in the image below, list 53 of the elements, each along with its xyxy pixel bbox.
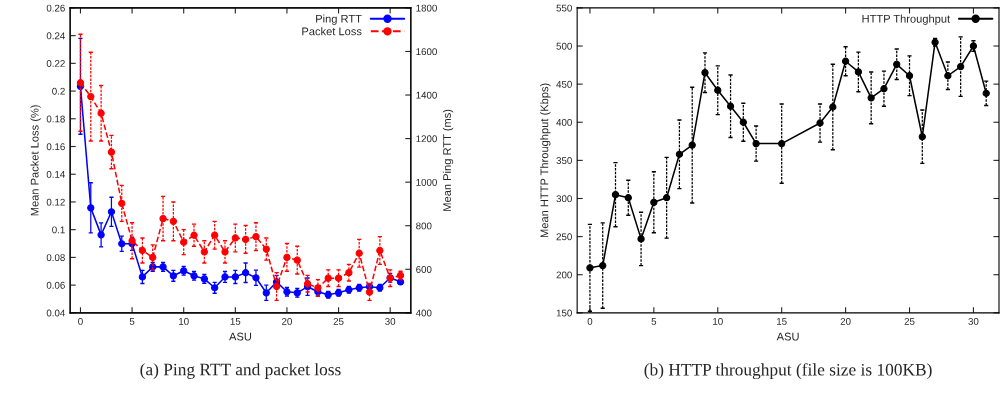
x-tick-label: 5	[651, 318, 657, 325]
y2-tick-label: 1400	[416, 91, 437, 99]
y-axis-title: Mean Packet Loss (%)	[30, 105, 41, 216]
x-tick-label: 10	[713, 317, 723, 325]
y2-tick-label: 1000	[416, 178, 437, 186]
x-tick-label: 0	[78, 317, 83, 325]
x-tick-label: 30	[385, 317, 396, 325]
y-tick-label: 0.08	[46, 254, 65, 262]
y2-axis-title: Mean Ping RTT (ms)	[442, 109, 454, 211]
legend-label: HTTP Throughput	[862, 14, 951, 25]
x-tick-label: 20	[282, 317, 292, 325]
x-tick-label: 25	[904, 317, 915, 325]
y-tick-label: 500	[556, 42, 572, 50]
x-tick-label: 10	[179, 317, 189, 325]
x-tick-label: 25	[333, 317, 344, 325]
y2-tick-label: 1800	[416, 4, 437, 12]
y-tick-label: 550	[556, 4, 572, 12]
y-tick-label: 250	[556, 233, 572, 241]
x-tick-label: 20	[840, 317, 851, 325]
x-axis-title: ASU	[776, 332, 799, 341]
legend-label: Packet Loss	[302, 27, 362, 36]
y-tick-label: 0.18	[46, 115, 65, 123]
y2-tick-label: 400	[415, 309, 432, 317]
y-tick-label: 300	[556, 195, 572, 203]
y-tick-label: 0.1	[52, 226, 65, 234]
x-tick-label: 15	[777, 318, 787, 325]
y2-tick-label: 1200	[416, 135, 437, 143]
y-axis-title: Mean HTTP Throughput (Kbps)	[540, 83, 551, 238]
x-tick-label: 30	[968, 317, 979, 325]
text: (b) HTTP throughput (file size is 100KB)	[644, 363, 932, 380]
y-tick-label: 200	[556, 271, 572, 279]
y-tick-label: 0.2	[52, 87, 65, 95]
y2-tick-label: 800	[416, 222, 432, 230]
y-tick-label: 0.22	[46, 60, 65, 67]
y-tick-label: 0.06	[46, 281, 65, 289]
y2-tick-label: 1600	[416, 48, 437, 56]
x-tick-label: 15	[230, 318, 241, 325]
y-tick-label: 450	[556, 80, 572, 88]
legend-label: Ping RTT	[316, 14, 362, 25]
y-tick-label: 0.16	[46, 143, 65, 151]
y2-tick-label: 600	[416, 266, 432, 273]
y-tick-label: 0.04	[46, 309, 65, 317]
x-tick-label: 0	[587, 317, 593, 325]
y-tick-label: 350	[556, 157, 572, 164]
y-tick-label: 0.24	[46, 32, 65, 40]
text: (a) Ping RTT and packet loss	[140, 363, 341, 379]
y-tick-label: 150	[556, 309, 572, 317]
y-tick-label: 0.26	[46, 4, 65, 12]
y-tick-label: 400	[556, 118, 572, 126]
x-tick-label: 5	[129, 318, 135, 325]
y-tick-label: 0.12	[46, 198, 65, 206]
x-axis-title: ASU	[229, 332, 252, 341]
y-tick-label: 0.14	[46, 170, 65, 178]
